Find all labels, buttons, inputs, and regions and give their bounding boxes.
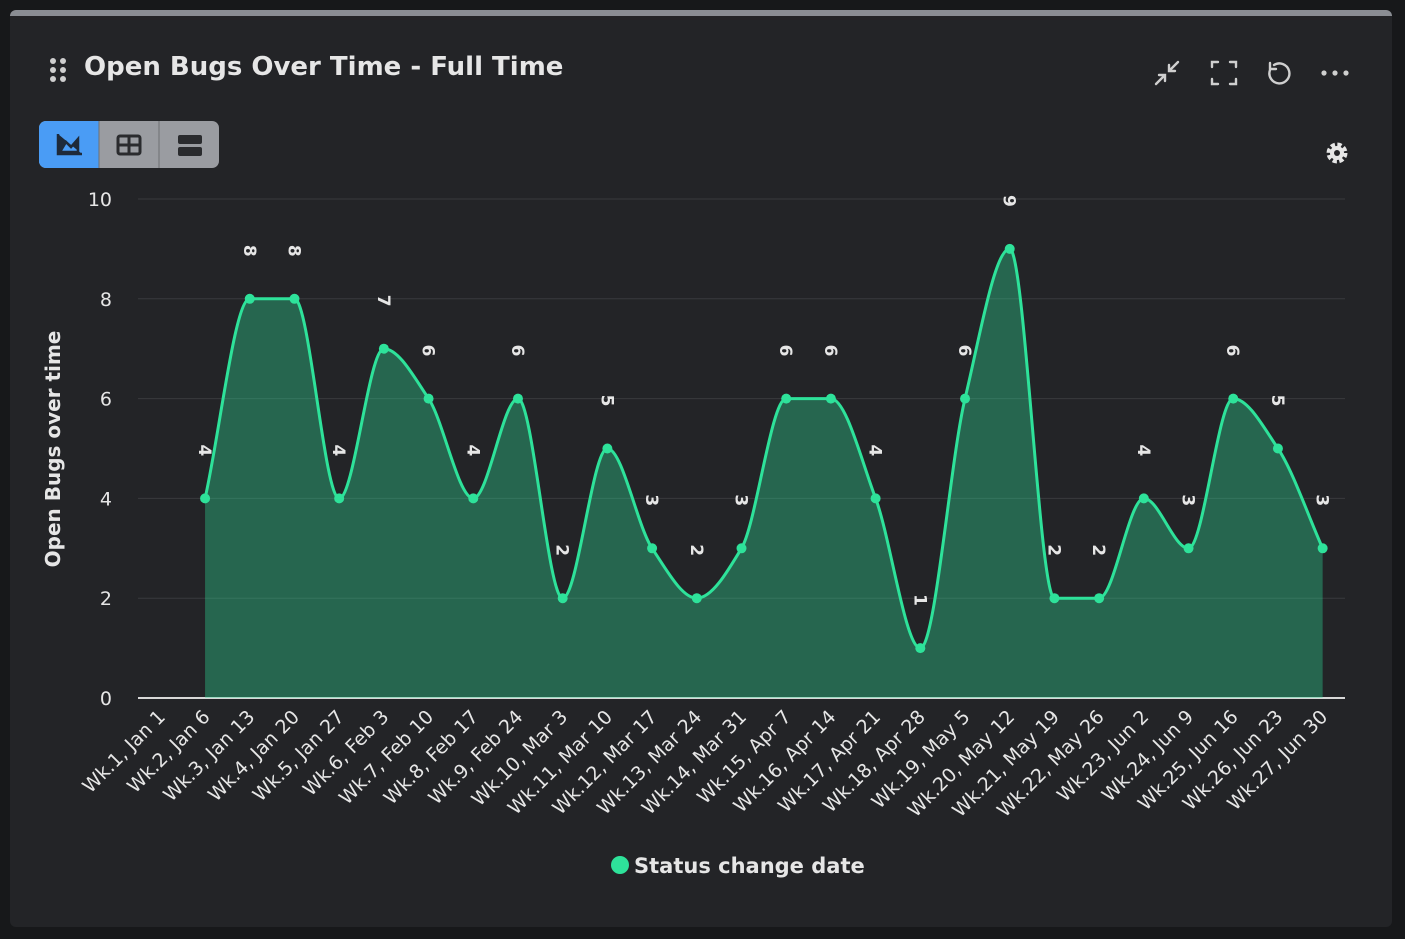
point [244, 293, 255, 304]
data-label: 3 [1178, 494, 1198, 506]
point [1228, 393, 1239, 404]
legend-label: Status change date [634, 854, 865, 878]
data-label: 6 [1222, 345, 1242, 357]
data-label: 8 [283, 245, 303, 257]
data-label: 4 [1133, 444, 1153, 456]
data-label: 2 [552, 544, 572, 556]
point [960, 393, 971, 404]
y-axis-label: Open Bugs over time [41, 331, 65, 568]
list-view-button[interactable] [178, 135, 202, 156]
data-label: 3 [1312, 494, 1332, 506]
point [870, 493, 881, 504]
data-label: 6 [418, 345, 438, 357]
data-label: 2 [1088, 544, 1108, 556]
widget-title: Open Bugs Over Time - Full Time [84, 52, 564, 82]
settings-button[interactable] [1322, 138, 1352, 168]
data-label: 5 [1267, 395, 1287, 407]
point [1183, 543, 1194, 554]
point [378, 343, 389, 354]
data-label: 8 [239, 245, 259, 257]
y-tick-label: 4 [100, 488, 112, 510]
legend-marker [611, 856, 629, 874]
point [736, 543, 747, 554]
y-tick-label: 2 [100, 588, 112, 610]
header-actions [1154, 60, 1349, 86]
widget-card: Open Bugs Over Time - Full Time [10, 10, 1392, 927]
more-button[interactable] [1321, 70, 1349, 76]
fullscreen-button[interactable] [1210, 60, 1238, 86]
point [200, 493, 211, 504]
y-tick-label: 10 [88, 189, 112, 211]
point [1317, 543, 1328, 554]
data-label: 3 [731, 494, 751, 506]
point [1004, 243, 1015, 254]
point [1138, 493, 1149, 504]
point [1094, 593, 1105, 604]
point [915, 643, 926, 654]
data-label: 3 [641, 494, 661, 506]
drag-handle[interactable] [48, 56, 70, 84]
point [602, 443, 613, 454]
data-label: 6 [507, 345, 527, 357]
point [1049, 593, 1060, 604]
point [334, 493, 345, 504]
point [557, 593, 568, 604]
point [647, 543, 658, 554]
collapse-button[interactable] [1154, 60, 1180, 86]
data-label: 4 [328, 444, 348, 456]
y-tick-label: 0 [100, 688, 112, 710]
y-tick-label: 8 [100, 289, 112, 311]
data-label: 4 [865, 444, 885, 456]
area [205, 248, 1323, 698]
data-label: 6 [775, 345, 795, 357]
point [289, 293, 300, 304]
point [691, 593, 702, 604]
point [468, 493, 479, 504]
point [825, 393, 836, 404]
point [781, 393, 792, 404]
data-label: 1 [909, 594, 929, 606]
point [1272, 443, 1283, 454]
refresh-button[interactable] [1268, 61, 1291, 85]
view-toggle [39, 121, 219, 168]
point [512, 393, 523, 404]
table-view-button[interactable] [116, 134, 142, 156]
data-label: 7 [373, 295, 393, 307]
data-label: 5 [596, 395, 616, 407]
data-label: 2 [686, 544, 706, 556]
data-label: 6 [954, 345, 974, 357]
point [423, 393, 434, 404]
data-label: 9 [999, 195, 1019, 207]
y-tick-label: 6 [100, 389, 112, 411]
data-label: 2 [1043, 544, 1063, 556]
data-label: 6 [820, 345, 840, 357]
data-label: 4 [462, 444, 482, 456]
data-label: 4 [194, 444, 214, 456]
